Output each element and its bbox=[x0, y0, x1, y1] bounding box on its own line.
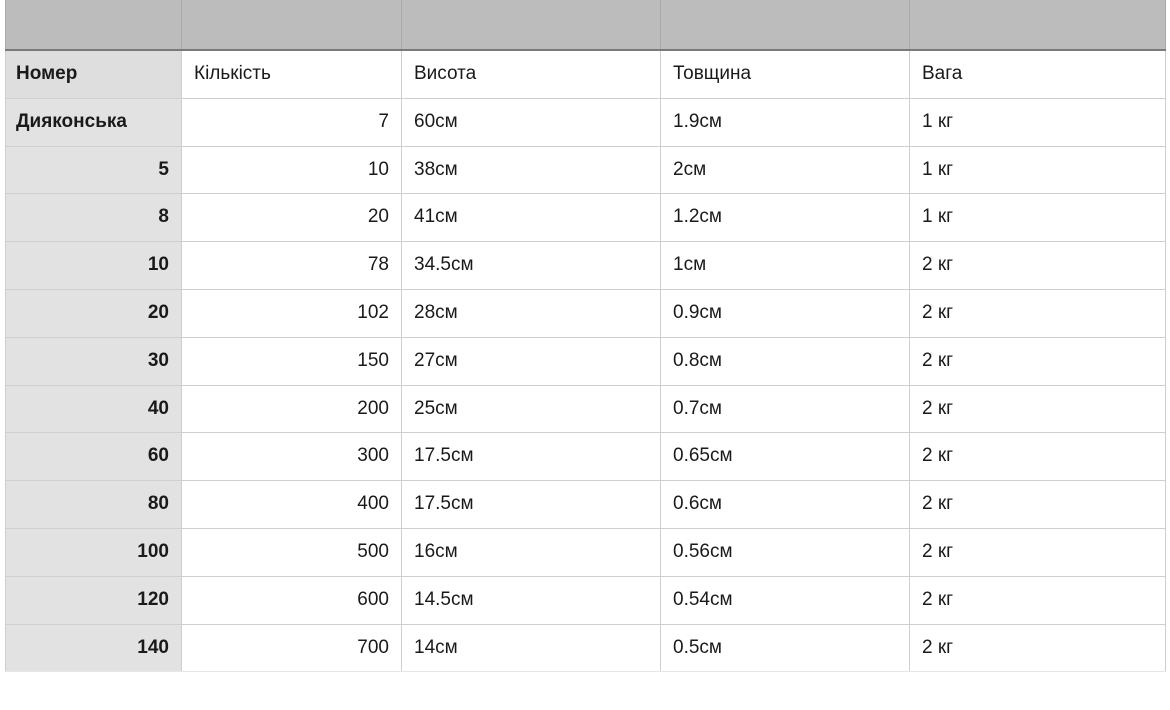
cell-num: 140 bbox=[6, 624, 182, 672]
cell-qty: 300 bbox=[182, 433, 402, 481]
cell-height: 41см bbox=[402, 194, 661, 242]
cell-weight: 2 кг bbox=[910, 481, 1166, 529]
cell-weight: 1 кг bbox=[910, 194, 1166, 242]
cell-height: 25см bbox=[402, 385, 661, 433]
cell-qty: 7 bbox=[182, 98, 402, 146]
cell-qty: 700 bbox=[182, 624, 402, 672]
col-header-qty: Кількість bbox=[182, 50, 402, 98]
spacer-cell bbox=[661, 0, 910, 50]
cell-qty: 78 bbox=[182, 242, 402, 290]
table-row: Дияконська 7 60см 1.9см 1 кг bbox=[6, 98, 1166, 146]
cell-num: Дияконська bbox=[6, 98, 182, 146]
cell-height: 17.5см bbox=[402, 481, 661, 529]
table-row: 140 700 14см 0.5см 2 кг bbox=[6, 624, 1166, 672]
cell-height: 28см bbox=[402, 289, 661, 337]
cell-thick: 0.5см bbox=[661, 624, 910, 672]
cell-thick: 0.7см bbox=[661, 385, 910, 433]
cell-thick: 1.9см bbox=[661, 98, 910, 146]
table-spacer-row bbox=[6, 0, 1166, 50]
cell-qty: 200 bbox=[182, 385, 402, 433]
table-header-row: Номер Кількість Висота Товщина Вага bbox=[6, 50, 1166, 98]
cell-height: 34.5см bbox=[402, 242, 661, 290]
table-row: 80 400 17.5см 0.6см 2 кг bbox=[6, 481, 1166, 529]
cell-weight: 2 кг bbox=[910, 242, 1166, 290]
table-row: 40 200 25см 0.7см 2 кг bbox=[6, 385, 1166, 433]
cell-num: 120 bbox=[6, 576, 182, 624]
cell-thick: 0.65см bbox=[661, 433, 910, 481]
cell-height: 17.5см bbox=[402, 433, 661, 481]
cell-thick: 1.2см bbox=[661, 194, 910, 242]
cell-qty: 400 bbox=[182, 481, 402, 529]
table-row: 8 20 41см 1.2см 1 кг bbox=[6, 194, 1166, 242]
cell-height: 27см bbox=[402, 337, 661, 385]
cell-qty: 102 bbox=[182, 289, 402, 337]
cell-qty: 500 bbox=[182, 528, 402, 576]
cell-num: 60 bbox=[6, 433, 182, 481]
table-row: 120 600 14.5см 0.54см 2 кг bbox=[6, 576, 1166, 624]
cell-weight: 1 кг bbox=[910, 98, 1166, 146]
col-header-num: Номер bbox=[6, 50, 182, 98]
cell-num: 30 bbox=[6, 337, 182, 385]
cell-num: 40 bbox=[6, 385, 182, 433]
cell-weight: 1 кг bbox=[910, 146, 1166, 194]
spacer-cell bbox=[182, 0, 402, 50]
cell-thick: 2см bbox=[661, 146, 910, 194]
spacer-cell bbox=[402, 0, 661, 50]
col-header-height: Висота bbox=[402, 50, 661, 98]
table-row: 60 300 17.5см 0.65см 2 кг bbox=[6, 433, 1166, 481]
cell-num: 80 bbox=[6, 481, 182, 529]
table-row: 100 500 16см 0.56см 2 кг bbox=[6, 528, 1166, 576]
cell-num: 5 bbox=[6, 146, 182, 194]
col-header-thick: Товщина bbox=[661, 50, 910, 98]
cell-weight: 2 кг bbox=[910, 624, 1166, 672]
spec-table: Номер Кількість Висота Товщина Вага Дияк… bbox=[5, 0, 1166, 672]
cell-qty: 10 bbox=[182, 146, 402, 194]
cell-height: 60см bbox=[402, 98, 661, 146]
cell-num: 20 bbox=[6, 289, 182, 337]
cell-thick: 0.9см bbox=[661, 289, 910, 337]
table-row: 5 10 38см 2см 1 кг bbox=[6, 146, 1166, 194]
cell-thick: 0.6см bbox=[661, 481, 910, 529]
cell-qty: 20 bbox=[182, 194, 402, 242]
cell-weight: 2 кг bbox=[910, 433, 1166, 481]
table-row: 20 102 28см 0.9см 2 кг bbox=[6, 289, 1166, 337]
cell-height: 16см bbox=[402, 528, 661, 576]
cell-weight: 2 кг bbox=[910, 289, 1166, 337]
cell-thick: 1см bbox=[661, 242, 910, 290]
cell-height: 14.5см bbox=[402, 576, 661, 624]
cell-height: 38см bbox=[402, 146, 661, 194]
cell-weight: 2 кг bbox=[910, 576, 1166, 624]
table-row: 10 78 34.5см 1см 2 кг bbox=[6, 242, 1166, 290]
cell-thick: 0.54см bbox=[661, 576, 910, 624]
cell-weight: 2 кг bbox=[910, 337, 1166, 385]
spacer-cell bbox=[6, 0, 182, 50]
cell-qty: 600 bbox=[182, 576, 402, 624]
cell-num: 100 bbox=[6, 528, 182, 576]
cell-num: 8 bbox=[6, 194, 182, 242]
cell-weight: 2 кг bbox=[910, 385, 1166, 433]
cell-weight: 2 кг bbox=[910, 528, 1166, 576]
cell-thick: 0.56см bbox=[661, 528, 910, 576]
col-header-weight: Вага bbox=[910, 50, 1166, 98]
cell-num: 10 bbox=[6, 242, 182, 290]
spacer-cell bbox=[910, 0, 1166, 50]
cell-height: 14см bbox=[402, 624, 661, 672]
table-row: 30 150 27см 0.8см 2 кг bbox=[6, 337, 1166, 385]
cell-qty: 150 bbox=[182, 337, 402, 385]
cell-thick: 0.8см bbox=[661, 337, 910, 385]
